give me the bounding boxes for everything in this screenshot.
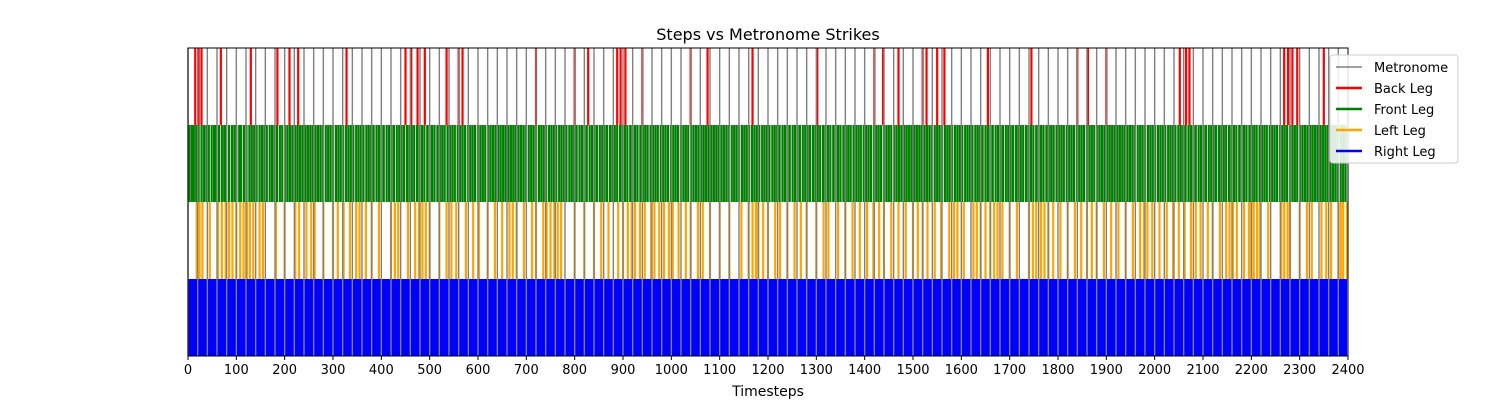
x-tick-label: 700: [514, 363, 539, 378]
x-axis-title: Timesteps: [731, 384, 804, 400]
x-tick-label: 1700: [993, 363, 1026, 378]
x-tick-label: 1400: [848, 363, 881, 378]
x-tick-label: 800: [562, 363, 587, 378]
x-tick-label: 500: [417, 363, 442, 378]
x-tick-label: 1900: [1090, 363, 1123, 378]
right-legend-label: Right Leg: [1374, 145, 1436, 160]
x-tick-label: 1000: [655, 363, 688, 378]
chart-title: Steps vs Metronome Strikes: [656, 25, 879, 44]
x-tick-label: 2100: [1186, 363, 1219, 378]
x-tick-label: 200: [272, 363, 297, 378]
x-tick-label: 2400: [1331, 363, 1364, 378]
x-tick-label: 0: [184, 363, 192, 378]
x-tick-label: 2200: [1235, 363, 1268, 378]
legend: Metronome Back Leg Front Leg Left Leg Right …: [1329, 54, 1459, 164]
legend-box: [1329, 54, 1459, 164]
back-legend-label: Back Leg: [1374, 82, 1433, 97]
x-tick-label: 300: [321, 363, 346, 378]
metronome-series: [187, 48, 1340, 356]
x-tick-label: 400: [369, 363, 394, 378]
x-tick-label: 1100: [703, 363, 736, 378]
x-tick-label: 1600: [945, 363, 978, 378]
x-tick-label: 1800: [1041, 363, 1074, 378]
x-tick-label: 100: [224, 363, 249, 378]
x-tick-label: 900: [611, 363, 636, 378]
x-axis: 0 100 200 300 400 500 600 700 800 900 1000 1100 1200…: [184, 356, 1365, 378]
x-tick-label: 600: [466, 363, 491, 378]
x-tick-label: 1300: [800, 363, 833, 378]
metronome-legend-label: Metronome: [1374, 61, 1448, 76]
x-tick-label: 1500: [896, 363, 929, 378]
x-tick-label: 2300: [1283, 363, 1316, 378]
x-tick-label: 1200: [751, 363, 784, 378]
x-tick-label: 2000: [1138, 363, 1171, 378]
left-legend-label: Left Leg: [1374, 124, 1426, 139]
front-legend-label: Front Leg: [1374, 103, 1434, 118]
